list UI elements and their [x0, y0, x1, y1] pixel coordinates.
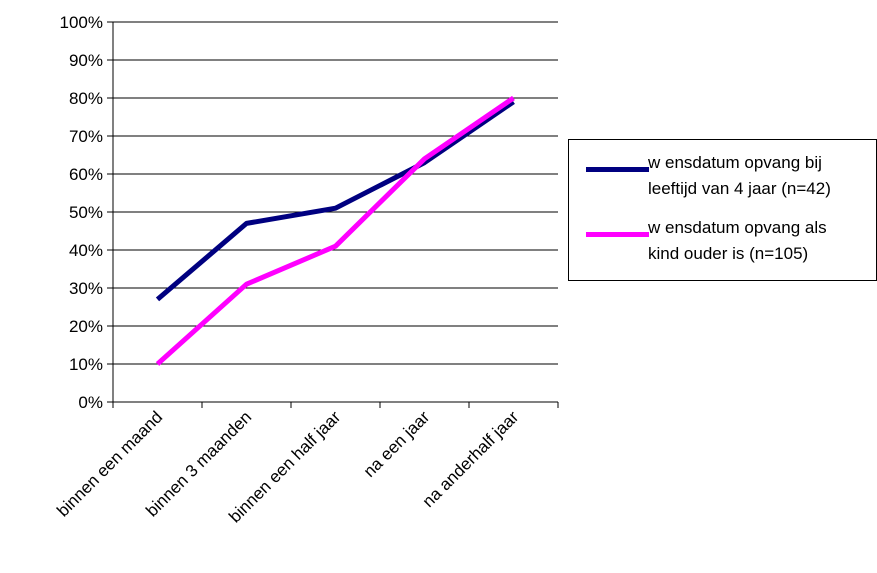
- y-tick-label-5: 50%: [69, 203, 103, 222]
- y-tick-label-3: 30%: [69, 279, 103, 298]
- y-tick-label-2: 20%: [69, 317, 103, 336]
- legend-label-series-2: w ensdatum opvang als kind ouder is (n=1…: [648, 215, 874, 267]
- chart-legend: w ensdatum opvang bij leeftijd van 4 jaa…: [568, 139, 877, 281]
- legend-swatch-series-2: [586, 232, 649, 237]
- y-tick-label-0: 0%: [78, 393, 103, 412]
- x-tick-label-4: na anderhalf jaar: [419, 407, 523, 511]
- legend-swatch-series-1: [586, 167, 649, 172]
- legend-label-series-1: w ensdatum opvang bij leeftijd van 4 jaa…: [648, 150, 874, 202]
- y-tick-label-10: 100%: [60, 13, 103, 32]
- legend-entry-series-2: w ensdatum opvang als kind ouder is (n=1…: [569, 213, 877, 273]
- x-tick-label-3: na een jaar: [360, 407, 434, 481]
- series-line-1: [158, 102, 514, 300]
- y-tick-label-4: 40%: [69, 241, 103, 260]
- y-tick-label-1: 10%: [69, 355, 103, 374]
- y-tick-label-9: 90%: [69, 51, 103, 70]
- y-tick-label-7: 70%: [69, 127, 103, 146]
- y-tick-label-6: 60%: [69, 165, 103, 184]
- legend-entry-series-1: w ensdatum opvang bij leeftijd van 4 jaa…: [569, 148, 877, 208]
- y-tick-label-8: 80%: [69, 89, 103, 108]
